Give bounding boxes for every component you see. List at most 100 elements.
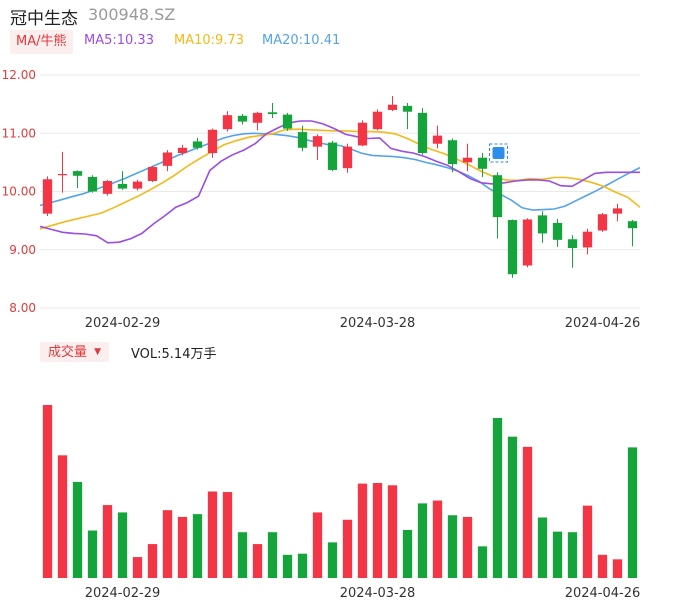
candle-body xyxy=(327,142,338,170)
volume-value: VOL:5.14万手 xyxy=(131,347,217,362)
volume-bar xyxy=(447,515,458,578)
volume-indicator-dropdown[interactable]: 成交量 ▼ xyxy=(40,342,110,362)
candle-body xyxy=(342,146,353,169)
volume-bar xyxy=(537,517,548,578)
candle-body xyxy=(177,147,188,154)
ma5-line xyxy=(39,120,640,244)
volume-bar xyxy=(597,554,608,578)
marker-badge xyxy=(492,147,505,159)
candle-body xyxy=(282,114,293,129)
x-tick-label: 2024-04-26 xyxy=(565,586,641,601)
volume-bar xyxy=(582,505,593,578)
candle-body xyxy=(72,171,83,176)
ma10-line xyxy=(39,128,641,230)
candle-body xyxy=(87,176,98,192)
volume-bar xyxy=(282,554,293,578)
volume-bar xyxy=(477,546,488,578)
candle-body xyxy=(447,140,458,165)
volume-bar xyxy=(147,544,158,578)
candle-body xyxy=(252,112,263,123)
candle-body xyxy=(237,115,248,122)
volume-bar xyxy=(612,559,623,578)
volume-bar xyxy=(132,557,143,578)
volume-bar xyxy=(312,512,323,578)
volume-bar xyxy=(192,514,203,578)
volume-bar xyxy=(402,529,413,578)
volume-bar xyxy=(267,532,278,578)
candle-body xyxy=(147,167,158,182)
x-tick-label: 2024-02-29 xyxy=(85,316,161,331)
candle-body xyxy=(537,215,548,234)
volume-bar xyxy=(342,519,353,578)
volume-bar xyxy=(42,405,53,578)
candle-body xyxy=(102,181,113,194)
x-tick-label: 2024-02-29 xyxy=(85,586,161,601)
volume-bar xyxy=(417,503,428,578)
candle-body xyxy=(57,174,68,176)
candle-body xyxy=(582,231,593,248)
candle-body xyxy=(612,208,623,214)
volume-bar xyxy=(432,500,443,578)
volume-bar xyxy=(177,516,188,578)
date-axis: 2024-02-29 2024-02-29 2024-03-28 2024-03-28… xyxy=(85,316,641,601)
candle-body xyxy=(522,219,533,266)
volume-bar xyxy=(237,532,248,578)
volume-bar xyxy=(72,481,83,578)
candle-body xyxy=(567,239,578,249)
candle-body xyxy=(117,183,128,189)
volume-series xyxy=(42,405,638,578)
candle-body xyxy=(432,135,443,144)
ma10-legend: MA10:9.73 xyxy=(174,33,244,48)
volume-button-label: 成交量 xyxy=(48,345,88,360)
volume-bar xyxy=(357,483,368,578)
stock-name: 冠中生态 xyxy=(10,9,78,29)
ma20-line xyxy=(39,132,641,211)
x-tick-label: 2024-03-28 xyxy=(340,586,416,601)
volume-bar xyxy=(117,512,128,578)
volume-bar xyxy=(327,542,338,578)
candle-body xyxy=(312,136,323,147)
price-grid xyxy=(40,74,640,309)
marker-frame xyxy=(489,143,508,163)
candle-body xyxy=(417,112,428,154)
candle-body xyxy=(387,104,398,110)
candle-body xyxy=(477,157,488,169)
y-tick-label: 9.00 xyxy=(9,243,36,257)
volume-bar xyxy=(222,492,233,578)
volume-bar xyxy=(87,530,98,578)
candle-body xyxy=(42,179,53,214)
caret-down-icon: ▼ xyxy=(94,347,102,357)
ma-mode-button[interactable]: MA/牛熊 xyxy=(10,30,73,54)
volume-bar xyxy=(552,531,563,578)
volume-bar xyxy=(507,436,518,578)
candle-body xyxy=(222,115,233,130)
volume-bar xyxy=(567,532,578,578)
candle-body xyxy=(192,141,203,148)
volume-bar xyxy=(627,447,638,578)
candle-body xyxy=(267,112,278,115)
volume-bar xyxy=(372,483,383,578)
candle-body xyxy=(552,222,563,240)
candle-body xyxy=(162,152,173,166)
volume-bar xyxy=(57,455,68,578)
volume-bar xyxy=(522,446,533,578)
x-tick-label: 2024-04-26 xyxy=(565,316,641,331)
volume-bar xyxy=(102,505,113,578)
y-tick-label: 12.00 xyxy=(2,68,36,82)
news-marker-icon[interactable] xyxy=(489,143,508,163)
candle-body xyxy=(507,220,518,275)
candle-body xyxy=(492,175,503,218)
volume-bar xyxy=(387,485,398,578)
ma5-legend: MA5:10.33 xyxy=(84,33,154,48)
ma20-legend: MA20:10.41 xyxy=(262,33,341,48)
volume-bar xyxy=(462,516,473,578)
stock-code: 300948.SZ xyxy=(88,5,176,24)
volume-bar xyxy=(252,544,263,578)
volume-bar xyxy=(162,510,173,578)
candle-body xyxy=(627,221,638,229)
y-tick-label: 11.00 xyxy=(2,126,36,140)
candlestick-series xyxy=(42,95,638,278)
candle-body xyxy=(402,105,413,112)
y-tick-label: 8.00 xyxy=(9,301,36,315)
